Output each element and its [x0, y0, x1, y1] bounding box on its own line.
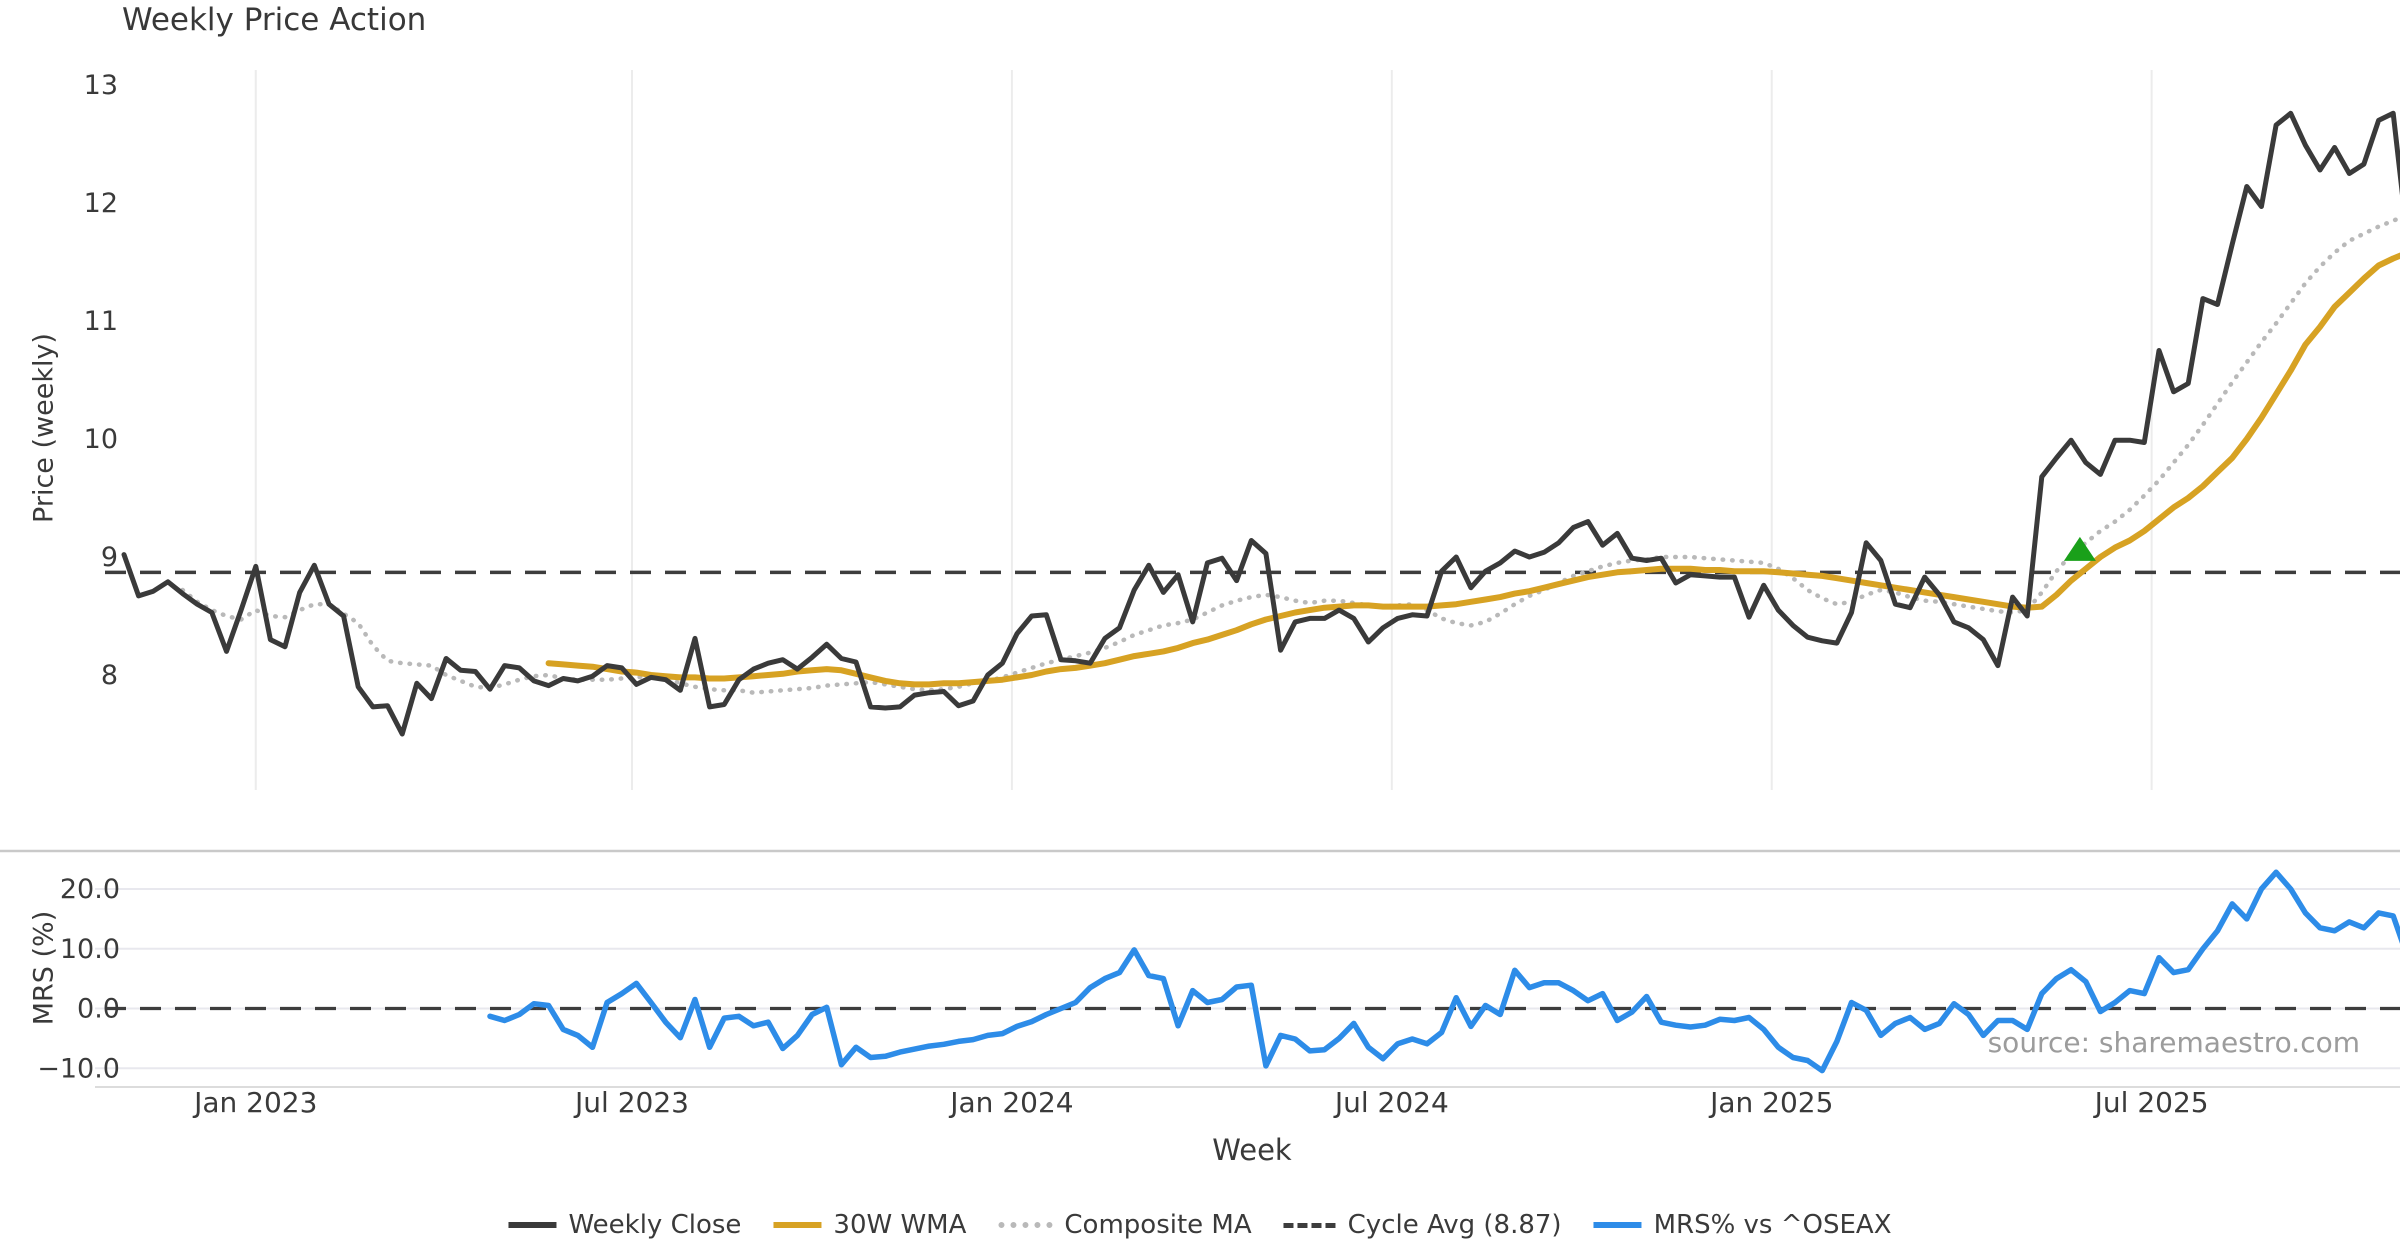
buy-signal-triangle-icon	[2063, 536, 2096, 561]
x-tick-label: Jul 2023	[573, 1086, 689, 1119]
legend-label: Weekly Close	[568, 1210, 742, 1240]
x-tick-label: Jul 2024	[1333, 1086, 1449, 1119]
legend-label: Cycle Avg (8.87)	[1347, 1210, 1562, 1240]
solid-line-swatch-icon	[508, 1222, 557, 1228]
legend-item-cycle-avg: Cycle Avg (8.87)	[1283, 1210, 1562, 1240]
y-tick-label-mrs: 20.0	[60, 874, 120, 905]
y-tick-label-price: 8	[101, 660, 118, 691]
legend: Weekly Close 30W WMA Composite MA Cycle …	[508, 1210, 1892, 1240]
mrs-line	[487, 869, 2400, 1074]
y-tick-label-price: 12	[84, 188, 118, 219]
legend-item-30w-wma: 30W WMA	[773, 1210, 966, 1240]
solid-line-swatch-icon	[1593, 1222, 1642, 1228]
y-tick-label-mrs: 10.0	[60, 934, 120, 965]
wma-line	[545, 252, 2400, 688]
y-tick-label-mrs: 0.0	[77, 994, 120, 1025]
y-tick-label-mrs: −10.0	[37, 1053, 120, 1084]
y-tick-label-price: 9	[101, 542, 118, 573]
y-tick-label-price: 13	[84, 70, 118, 101]
legend-label: MRS% vs ^OSEAX	[1653, 1210, 1892, 1240]
legend-item-composite-ma: Composite MA	[998, 1210, 1252, 1240]
chart-title: Weekly Price Action	[122, 2, 427, 38]
source-watermark: source: sharemaestro.com	[1987, 1026, 2360, 1059]
x-axis-label: Week	[1212, 1133, 1292, 1167]
weekly-close-line	[121, 110, 2400, 737]
y-tick-label-price: 11	[84, 306, 118, 337]
composite-ma-line	[180, 215, 2400, 695]
mrs-axis-label: MRS (%)	[28, 910, 60, 1026]
legend-item-weekly-close: Weekly Close	[508, 1210, 741, 1240]
x-tick-label: Jan 2024	[948, 1086, 1073, 1119]
y-tick-label-price: 10	[84, 424, 118, 455]
dashed-line-swatch-icon	[1283, 1222, 1336, 1228]
solid-line-swatch-icon	[773, 1222, 822, 1228]
x-tick-label: Jul 2025	[2093, 1086, 2209, 1119]
legend-label: 30W WMA	[833, 1210, 967, 1240]
x-tick-label: Jan 2025	[1708, 1086, 1833, 1119]
price-axis-label: Price (weekly)	[28, 333, 60, 523]
dotted-line-swatch-icon	[998, 1222, 1053, 1228]
legend-label: Composite MA	[1064, 1210, 1252, 1240]
legend-item-mrs: MRS% vs ^OSEAX	[1593, 1210, 1892, 1240]
x-tick-label: Jan 2023	[192, 1086, 317, 1119]
